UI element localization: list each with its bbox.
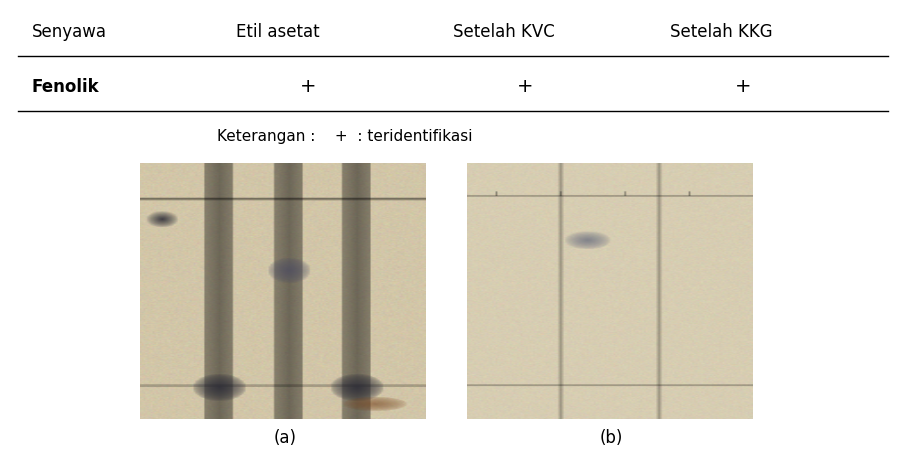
Text: +: + bbox=[735, 77, 751, 96]
Text: Senyawa: Senyawa bbox=[32, 23, 107, 41]
Text: Keterangan :    +  : teridentifikasi: Keterangan : + : teridentifikasi bbox=[217, 129, 473, 144]
Text: Setelah KVC: Setelah KVC bbox=[453, 23, 554, 41]
Text: +: + bbox=[517, 77, 534, 96]
Text: (b): (b) bbox=[600, 428, 623, 446]
Text: (a): (a) bbox=[274, 428, 297, 446]
Text: +: + bbox=[300, 77, 316, 96]
Text: Etil asetat: Etil asetat bbox=[236, 23, 319, 41]
Text: Fenolik: Fenolik bbox=[32, 77, 100, 96]
Text: Setelah KKG: Setelah KKG bbox=[670, 23, 773, 41]
